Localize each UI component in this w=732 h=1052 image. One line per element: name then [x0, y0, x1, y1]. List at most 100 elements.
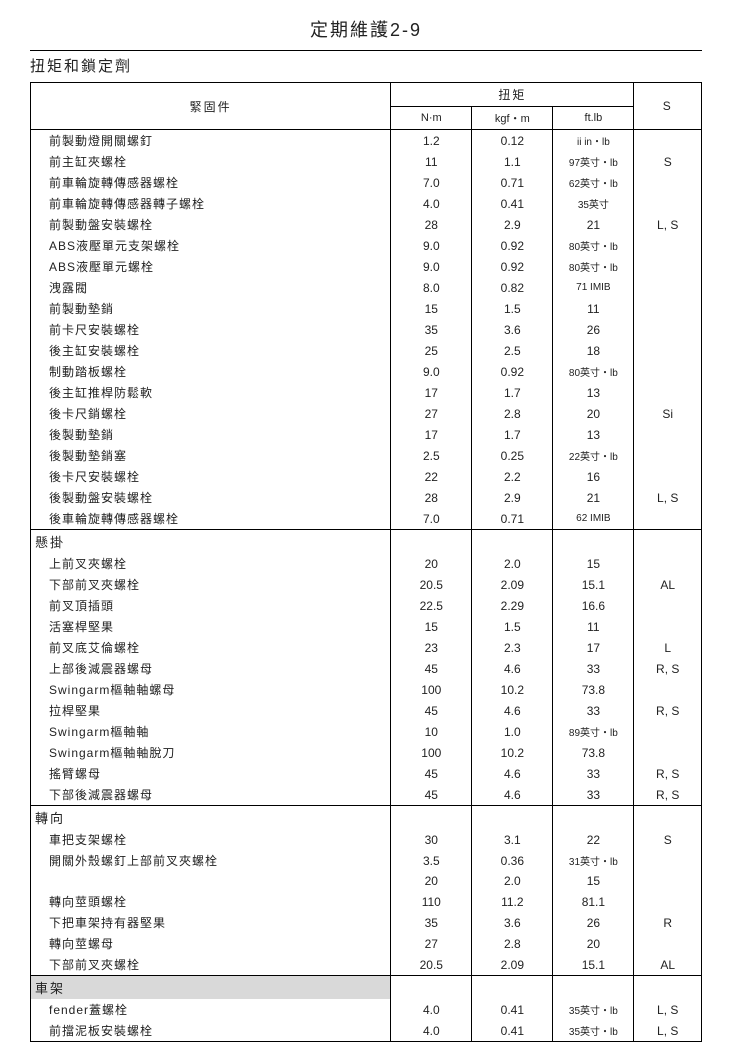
cell-b: 0.41: [472, 1020, 553, 1042]
fastener-name: Swingarm樞軸軸脫刀: [31, 742, 391, 763]
cell-b: 0.92: [472, 235, 553, 256]
fastener-name: 後製動墊銷塞: [31, 445, 391, 466]
cell-s: L, S: [634, 1020, 702, 1042]
cell-c: 11: [553, 616, 634, 637]
fastener-name: fender蓋螺栓: [31, 999, 391, 1020]
cell-s: AL: [634, 574, 702, 595]
fastener-name: 洩露閥: [31, 277, 391, 298]
fastener-name: ABS液壓單元螺栓: [31, 256, 391, 277]
fastener-name: 前製動燈開關螺釘: [31, 130, 391, 152]
cell-c: 35英寸・lb: [553, 999, 634, 1020]
fastener-name: 前叉底艾倫螺栓: [31, 637, 391, 658]
fastener-name: 前叉頂插頭: [31, 595, 391, 616]
cell-b: 2.9: [472, 487, 553, 508]
cell-c: 80英寸・lb: [553, 256, 634, 277]
cell-a: 35: [391, 319, 472, 340]
cell-c: 33: [553, 658, 634, 679]
cell-s: [634, 850, 702, 871]
cell-c: 18: [553, 340, 634, 361]
cell-c: 22英寸・lb: [553, 445, 634, 466]
cell-s: R, S: [634, 700, 702, 721]
fastener-name: 下把車架持有器堅果: [31, 912, 391, 933]
cell-c: 11: [553, 298, 634, 319]
cell-c: 35英寸: [553, 193, 634, 214]
cell-s: [634, 742, 702, 763]
cell-b: 0.71: [472, 172, 553, 193]
cell-s: [634, 553, 702, 574]
fastener-name: 前車輪旋轉傳感器螺栓: [31, 172, 391, 193]
cell-s: [634, 891, 702, 912]
cell-c: 21: [553, 487, 634, 508]
cell-c: 62英寸・lb: [553, 172, 634, 193]
group-label: 懸掛: [31, 530, 391, 554]
cell-a: 27: [391, 403, 472, 424]
page-title: 定期維護2-9: [30, 10, 702, 51]
cell-b: 4.6: [472, 658, 553, 679]
fastener-name: 後主缸推桿防鬆軟: [31, 382, 391, 403]
cell-a: 100: [391, 679, 472, 700]
cell-s: [634, 721, 702, 742]
cell-c: 26: [553, 319, 634, 340]
cell-b: 2.8: [472, 933, 553, 954]
cell-b: 11.2: [472, 891, 553, 912]
fastener-name: ABS液壓單元支架螺栓: [31, 235, 391, 256]
th-kgfm: kgf・m: [472, 107, 553, 130]
cell-c: 17: [553, 637, 634, 658]
torque-table: 緊固件 扭矩 S N·m kgf・m ft.lb 前製動燈開關螺釘1.20.12…: [30, 82, 702, 1042]
cell-a: 9.0: [391, 235, 472, 256]
cell-b: 2.3: [472, 637, 553, 658]
cell-b: 4.6: [472, 700, 553, 721]
cell-c: 35英寸・lb: [553, 1020, 634, 1042]
fastener-name: 前製動盤安裝螺栓: [31, 214, 391, 235]
cell-c: 20: [553, 403, 634, 424]
fastener-name: 搖臂螺母: [31, 763, 391, 784]
cell-b: 0.82: [472, 277, 553, 298]
cell-s: [634, 595, 702, 616]
fastener-name: 轉向莖頭螺栓: [31, 891, 391, 912]
cell-b: 1.1: [472, 151, 553, 172]
cell-s: L, S: [634, 214, 702, 235]
fastener-name: 前主缸夾螺栓: [31, 151, 391, 172]
cell-s: R, S: [634, 658, 702, 679]
cell-b: 2.9: [472, 214, 553, 235]
cell-a: 9.0: [391, 256, 472, 277]
cell-a: 22: [391, 466, 472, 487]
cell-a: 4.0: [391, 193, 472, 214]
cell-b: 0.71: [472, 508, 553, 530]
cell-a: 45: [391, 658, 472, 679]
cell-c: 73.8: [553, 679, 634, 700]
cell-b: 4.6: [472, 784, 553, 806]
cell-b: 1.5: [472, 298, 553, 319]
fastener-name: 活塞桿堅果: [31, 616, 391, 637]
cell-a: 28: [391, 214, 472, 235]
cell-s: [634, 382, 702, 403]
cell-s: [634, 298, 702, 319]
cell-s: [634, 277, 702, 298]
cell-a: 27: [391, 933, 472, 954]
cell-s: [634, 616, 702, 637]
cell-c: 80英寸・lb: [553, 235, 634, 256]
fastener-name: 開關外殼螺釘上部前叉夾螺栓: [31, 850, 391, 871]
cell-b: 3.6: [472, 319, 553, 340]
fastener-name: 前擋泥板安裝螺栓: [31, 1020, 391, 1042]
cell-c: 71 IMIB: [553, 277, 634, 298]
cell-b: 0.41: [472, 193, 553, 214]
fastener-name: 車把支架螺栓: [31, 829, 391, 850]
cell-s: [634, 424, 702, 445]
cell-c: 81.1: [553, 891, 634, 912]
cell-c: 13: [553, 382, 634, 403]
group-label: 轉向: [31, 806, 391, 830]
cell-s: [634, 871, 702, 891]
cell-a: 2.5: [391, 445, 472, 466]
cell-s: L, S: [634, 999, 702, 1020]
cell-s: R, S: [634, 784, 702, 806]
cell-a: 15: [391, 616, 472, 637]
cell-s: [634, 508, 702, 530]
cell-b: 3.6: [472, 912, 553, 933]
cell-b: 1.5: [472, 616, 553, 637]
fastener-name: 上部後減震器螺母: [31, 658, 391, 679]
cell-s: [634, 193, 702, 214]
cell-b: 0.36: [472, 850, 553, 871]
cell-a: 4.0: [391, 1020, 472, 1042]
cell-c: 33: [553, 763, 634, 784]
